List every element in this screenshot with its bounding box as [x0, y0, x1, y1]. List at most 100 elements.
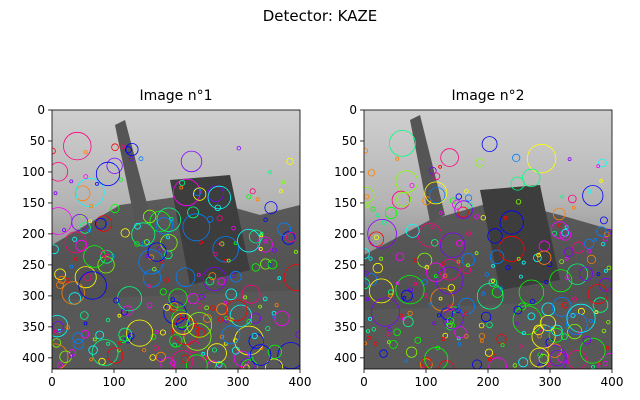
keypoint-circle: [579, 337, 606, 364]
keypoint-circle: [402, 295, 407, 300]
keypoint-circle: [155, 351, 166, 362]
keypoint-circle: [487, 228, 503, 244]
keypoint-circle: [201, 355, 208, 361]
keypoint-circle: [432, 321, 437, 326]
keypoint-circle: [464, 188, 469, 194]
keypoint-circle: [88, 345, 98, 355]
keypoint-circle: [395, 252, 405, 262]
keypoint-circle: [277, 222, 292, 237]
keypoint-circle: [417, 223, 443, 248]
keypoint-circle: [454, 326, 467, 339]
keypoint-circle: [522, 168, 541, 188]
keypoint-circle: [583, 238, 595, 249]
keypoint-circle: [129, 156, 134, 162]
keypoint-circle: [440, 148, 459, 167]
keypoint-circle: [282, 231, 296, 245]
keypoint-circle: [267, 259, 278, 270]
keypoint-circle: [83, 321, 88, 326]
keypoint-circle: [472, 359, 482, 369]
x-tick-label: 300: [227, 375, 250, 389]
keypoint-circle: [120, 144, 126, 150]
keypoint-circle: [505, 265, 511, 271]
keypoint-circle: [436, 313, 442, 318]
keypoint-circle: [78, 271, 107, 300]
keypoint-circle: [478, 322, 485, 329]
keypoint-circle: [388, 293, 393, 298]
keypoint-circle: [202, 266, 227, 291]
keypoint-circle: [594, 310, 599, 315]
keypoint-circle: [521, 260, 526, 265]
keypoint-circle: [515, 199, 522, 205]
keypoint-circle: [74, 266, 97, 289]
keypoint-circle: [83, 150, 88, 155]
keypoint-circle: [474, 251, 479, 256]
keypoint-circle: [582, 335, 592, 345]
keypoint-circle: [68, 353, 74, 358]
keypoint-circle: [547, 343, 562, 358]
keypoint-circle: [481, 291, 486, 296]
keypoint-circle: [168, 288, 188, 308]
keypoint-circle: [364, 278, 370, 290]
keypoint-circle: [179, 185, 184, 190]
keypoint-circle: [455, 193, 462, 200]
keypoint-circle: [283, 264, 300, 292]
keypoint-circle: [65, 325, 70, 330]
keypoint-circle: [69, 179, 74, 184]
keypoint-circle: [480, 214, 486, 221]
keypoint-circle: [278, 189, 284, 194]
keypoint-circle: [52, 147, 56, 155]
keypoint-circle: [74, 257, 78, 261]
keypoint-circle: [424, 264, 430, 270]
keypoint-circle: [438, 360, 455, 369]
keypoint-circle: [402, 316, 414, 328]
keypoint-circle: [163, 303, 171, 311]
keypoint-circle: [566, 303, 596, 333]
keypoint-circle: [596, 164, 601, 169]
keypoint-circle: [370, 297, 401, 327]
keypoint-circle: [381, 219, 387, 225]
keypoint-circle: [373, 341, 379, 346]
keypoint-circle: [61, 281, 85, 305]
keypoint-circle: [544, 325, 552, 333]
y-tick-label: 300: [22, 289, 45, 303]
keypoint-circle: [566, 313, 588, 336]
keypoint-circle: [249, 344, 272, 366]
keypoint-circle: [68, 349, 76, 357]
keypoint-circle: [424, 347, 449, 369]
keypoint-circle: [476, 282, 504, 310]
keypoint-circle: [364, 148, 368, 154]
keypoint-circle: [255, 197, 260, 202]
keypoint-overlay-1: [52, 131, 300, 369]
keypoint-circle: [89, 357, 93, 362]
keypoint-circle: [564, 256, 569, 261]
y-tick-label: 250: [22, 258, 45, 272]
keypoint-circle: [518, 279, 545, 306]
keypoint-circle: [215, 361, 223, 368]
y-tick-label: 200: [334, 227, 357, 241]
keypoint-circle: [474, 214, 480, 220]
keypoint-circle: [105, 317, 111, 323]
keypoint-circle: [134, 241, 140, 247]
y-tick-label: 0: [37, 103, 45, 117]
y-tick-label: 400: [334, 351, 357, 365]
keypoint-circle: [559, 259, 565, 265]
keypoint-circle: [440, 232, 466, 258]
keypoint-circle: [95, 215, 113, 232]
keypoint-circle: [146, 302, 153, 309]
keypoint-circle: [599, 178, 604, 183]
keypoint-circle: [536, 252, 541, 258]
keypoint-circle: [413, 281, 418, 286]
keypoint-circle: [197, 303, 203, 309]
keypoint-circle: [153, 345, 159, 351]
keypoint-circle: [433, 274, 438, 279]
keypoint-circle: [160, 357, 176, 369]
keypoint-circle: [446, 317, 455, 325]
keypoint-circle: [95, 181, 99, 186]
keypoint-circle: [422, 196, 432, 206]
keypoint-circle: [286, 157, 294, 165]
keypoint-circle: [512, 363, 518, 368]
keypoint-circle: [521, 330, 526, 335]
keypoint-circle: [57, 275, 66, 284]
keypoint-circle: [466, 202, 473, 209]
keypoint-circle: [156, 207, 182, 232]
